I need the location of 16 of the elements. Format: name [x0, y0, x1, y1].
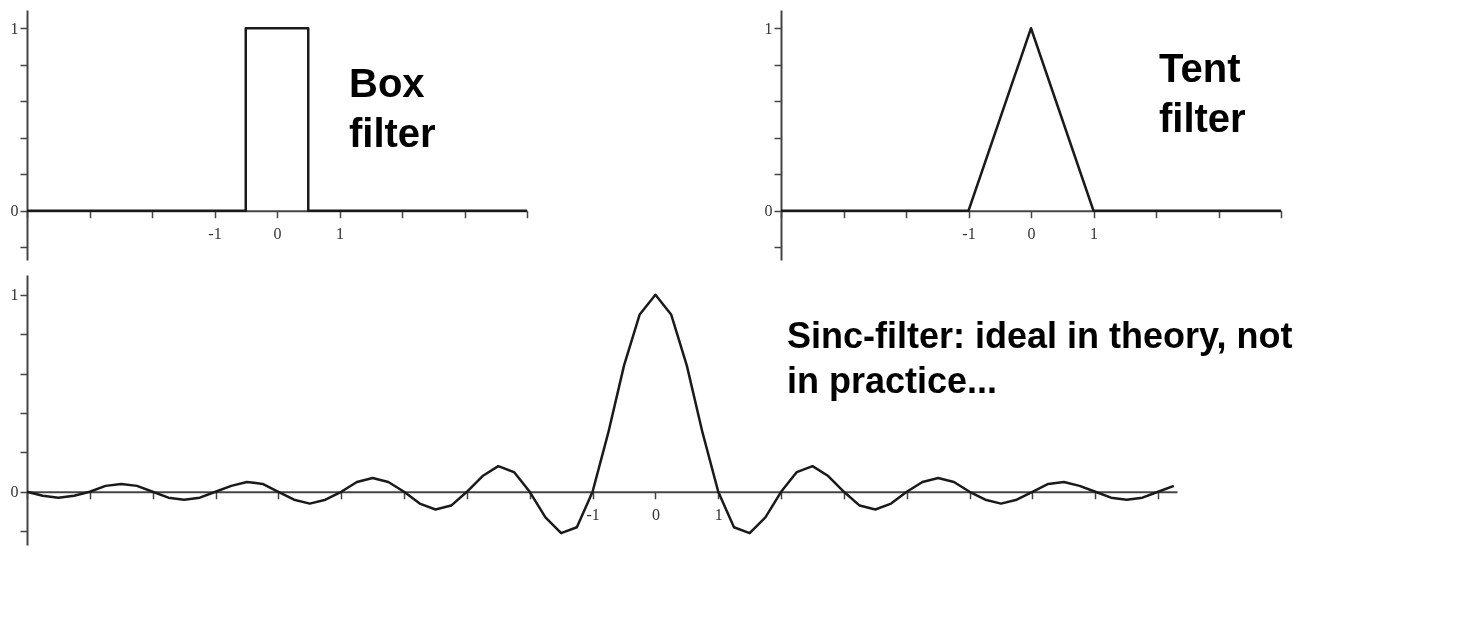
y-tick-label: 0: [10, 202, 19, 220]
x-tick-label: 1: [714, 506, 723, 524]
x-tick-label: 0: [1027, 225, 1036, 243]
x-tick-label: 1: [336, 225, 344, 243]
y-tick-label: 0: [10, 483, 19, 501]
x-tick-label: -1: [586, 506, 600, 524]
annotation: Tent filter: [1159, 46, 1246, 140]
y-tick-label: 1: [10, 19, 19, 37]
x-tick-label: 0: [273, 225, 282, 243]
annotation: Box filter: [349, 61, 436, 155]
annotation: Sinc-filter: ideal in theory, not in practice...: [787, 315, 1293, 401]
x-tick-label: 1: [1090, 225, 1098, 243]
x-tick-label: -1: [962, 225, 976, 243]
x-tick-label: 0: [651, 506, 660, 524]
y-tick-label: 1: [10, 286, 19, 304]
x-tick-label: -1: [208, 225, 222, 243]
